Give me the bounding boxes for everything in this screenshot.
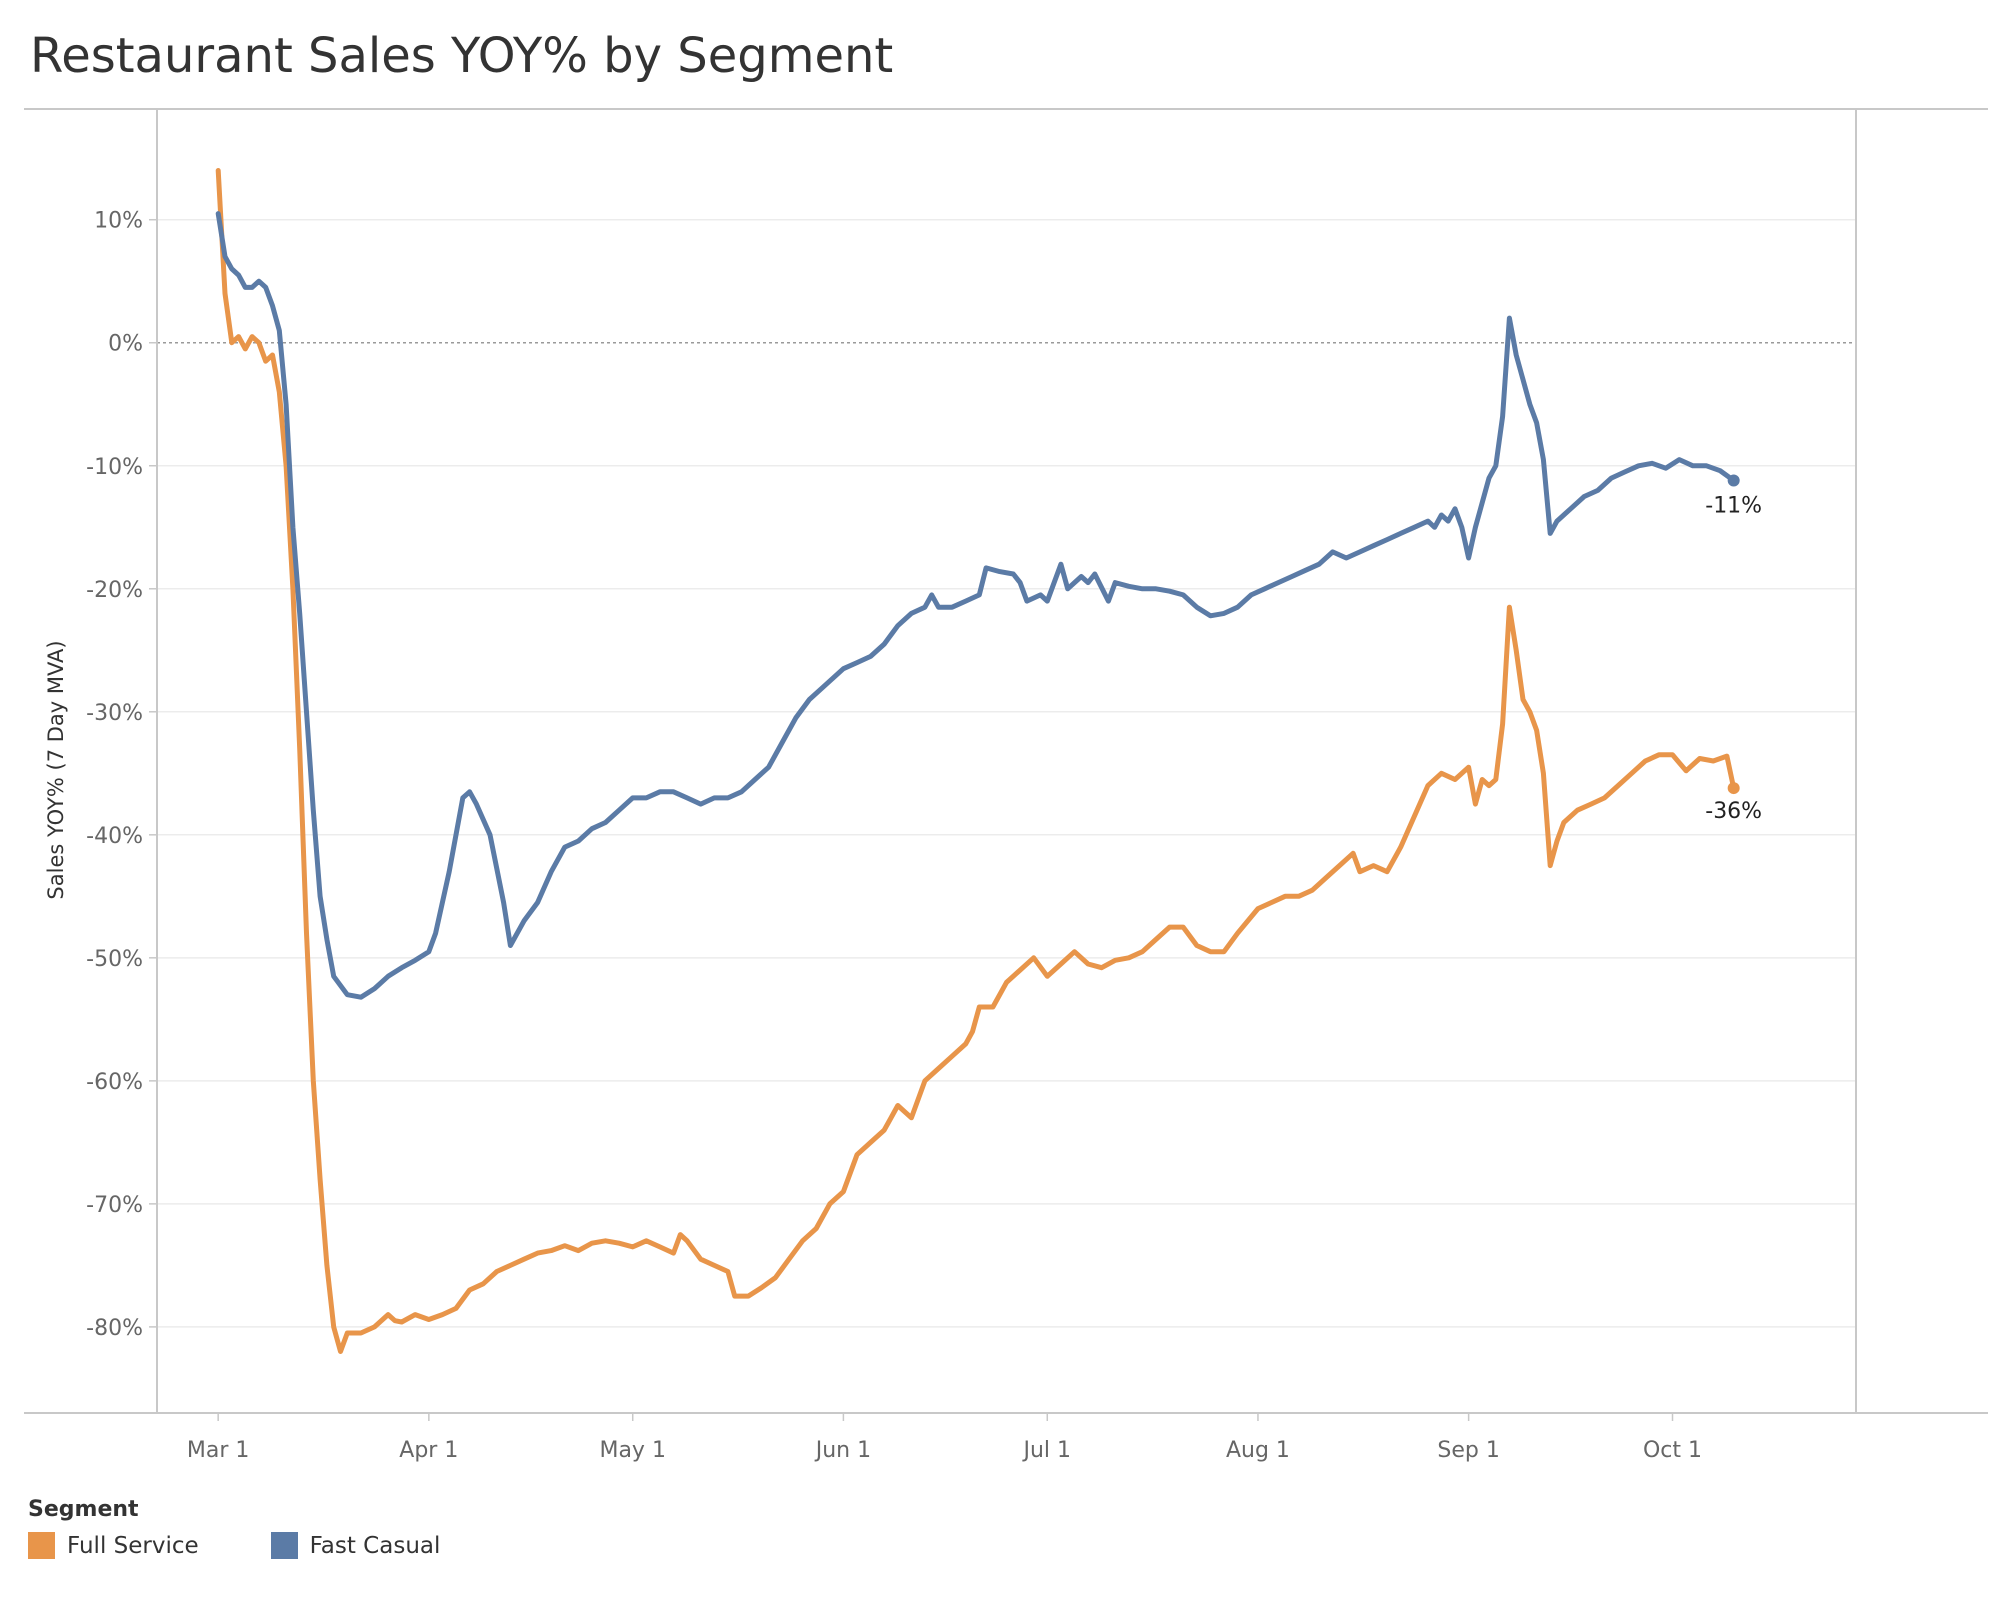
- x-tick-label: Jul 1: [1022, 1438, 1072, 1463]
- x-tick-label: Jun 1: [814, 1438, 871, 1463]
- end-point-full-service[interactable]: [1727, 782, 1740, 795]
- end-label-fast-casual: -11%: [1705, 494, 1762, 519]
- y-tick-label: -30%: [86, 701, 143, 726]
- y-tick-label: -40%: [86, 824, 143, 849]
- y-axis-title: Sales YOY% (7 Day MVA): [44, 640, 68, 899]
- y-tick-label: -20%: [86, 578, 143, 603]
- chart-frame: [24, 108, 1988, 1414]
- end-label-full-service: -36%: [1705, 799, 1762, 824]
- x-tick-label: Oct 1: [1643, 1438, 1702, 1463]
- x-tick-label: Aug 1: [1226, 1438, 1290, 1463]
- y-tick-label: -50%: [86, 947, 143, 972]
- legend-label-full-service: Full Service: [67, 1532, 199, 1559]
- legend-item-fast-casual[interactable]: Fast Casual: [270, 1532, 441, 1559]
- legend-swatch-fast-casual: [270, 1532, 298, 1559]
- grid-lines: [157, 218, 1856, 1328]
- x-axis-ticks: Mar 1 Apr 1 May 1 Jun 1 Jul 1 Aug 1 Sep 1 Oct 1: [187, 1413, 1702, 1463]
- y-tick-label: -60%: [86, 1070, 143, 1095]
- y-tick-label: -70%: [86, 1193, 143, 1218]
- y-axis-ticks: 10% 0% -10% -20% -30% -40% -50% -60% -70% -80%: [86, 209, 157, 1341]
- series-line-fast-casual[interactable]: [215, 211, 1737, 1000]
- y-tick-label: 10%: [94, 209, 143, 234]
- x-tick-label: Mar 1: [187, 1438, 250, 1463]
- legend-swatch-full-service: [28, 1532, 55, 1559]
- series-layer: -36% -11%: [215, 168, 1762, 1354]
- y-tick-label: 0%: [108, 332, 143, 357]
- y-tick-label: -10%: [86, 455, 143, 480]
- y-tick-label: -80%: [86, 1316, 143, 1341]
- legend-label-fast-casual: Fast Casual: [309, 1532, 441, 1559]
- legend-item-full-service[interactable]: Full Service: [28, 1532, 199, 1559]
- x-tick-label: May 1: [599, 1438, 665, 1463]
- series-line-full-service[interactable]: [215, 168, 1737, 1354]
- chart-title: Restaurant Sales YOY% by Segment: [30, 28, 894, 84]
- x-tick-label: Sep 1: [1437, 1438, 1499, 1463]
- legend-title: Segment: [28, 1497, 139, 1522]
- legend-items: Full Service Fast Casual: [28, 1532, 440, 1559]
- x-tick-label: Apr 1: [399, 1438, 458, 1463]
- legend: Segment Full Service Fast Casual: [28, 1497, 440, 1559]
- end-point-fast-casual[interactable]: [1727, 474, 1740, 487]
